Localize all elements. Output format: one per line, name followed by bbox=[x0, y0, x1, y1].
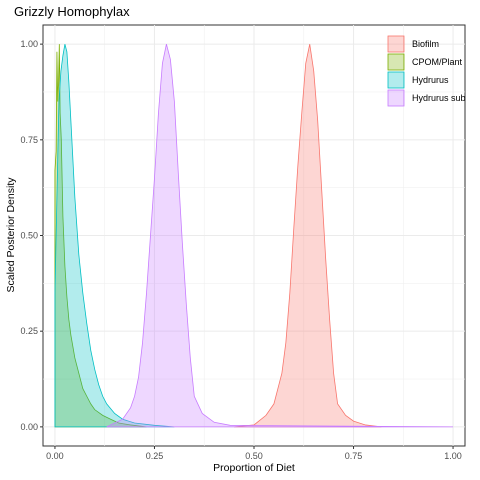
x-tick-label: 0.00 bbox=[46, 451, 64, 461]
legend: Biofilm CPOM/Plant Hydrurus Hydrurus sub bbox=[387, 35, 466, 107]
legend-label-hydrurus-sub: Hydrurus sub bbox=[412, 93, 466, 103]
legend-key-hydrurus bbox=[387, 71, 405, 89]
density-area-hydrurus-sub bbox=[106, 44, 454, 428]
chart-title: Grizzly Homophylax bbox=[14, 4, 130, 19]
x-tick-label: 0.50 bbox=[245, 451, 263, 461]
legend-item-cpom-plant: CPOM/Plant bbox=[387, 53, 463, 71]
y-tick-label: 0.00 bbox=[20, 422, 38, 432]
x-tick-label: 1.00 bbox=[444, 451, 462, 461]
y-tick-label: 1.00 bbox=[20, 39, 38, 49]
legend-item-hydrurus: Hydrurus bbox=[387, 71, 449, 89]
y-tick-label: 0.25 bbox=[20, 326, 38, 336]
x-axis-ticks: 0.00 0.25 0.50 0.75 1.00 bbox=[46, 446, 462, 461]
y-tick-label: 0.50 bbox=[20, 231, 38, 241]
legend-label-cpom-plant: CPOM/Plant bbox=[412, 57, 463, 67]
legend-item-hydrurus-sub: Hydrurus sub bbox=[387, 89, 466, 107]
density-areas bbox=[54, 44, 454, 428]
y-axis-ticks: 0.00 0.25 0.50 0.75 1.00 bbox=[20, 39, 43, 432]
y-tick-label: 0.75 bbox=[20, 135, 38, 145]
x-tick-label: 0.75 bbox=[345, 451, 363, 461]
x-axis-title: Proportion of Diet bbox=[213, 462, 295, 474]
x-tick-label: 0.25 bbox=[146, 451, 164, 461]
legend-item-biofilm: Biofilm bbox=[387, 35, 439, 53]
density-area-cpom-plant bbox=[54, 44, 147, 428]
density-area-biofilm bbox=[234, 44, 382, 428]
legend-label-hydrurus: Hydrurus bbox=[412, 75, 449, 85]
legend-key-hydrurus-sub bbox=[387, 89, 405, 107]
y-axis-title: Scaled Posterior Density bbox=[5, 177, 17, 293]
legend-key-biofilm bbox=[387, 35, 405, 53]
legend-key-cpom-plant bbox=[387, 53, 405, 71]
legend-label-biofilm: Biofilm bbox=[412, 39, 439, 49]
